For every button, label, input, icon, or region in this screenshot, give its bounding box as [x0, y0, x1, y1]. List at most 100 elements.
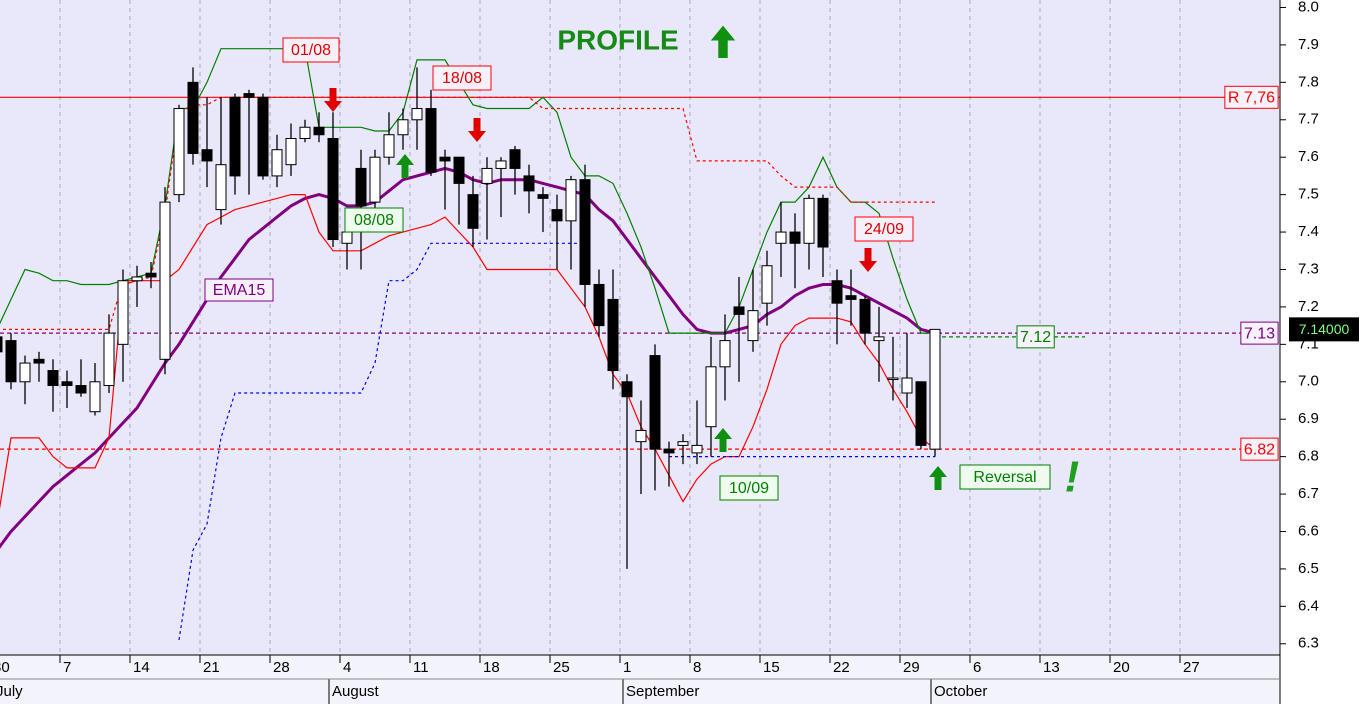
annotation: Reversal — [973, 469, 1036, 486]
level-label: 7.13 — [1244, 325, 1275, 342]
candle-body — [117, 280, 129, 345]
candle-body — [201, 149, 213, 162]
level-label-group: R 7,76 — [1224, 85, 1279, 109]
candle-body — [663, 448, 675, 454]
x-tick-label: 20 — [1113, 659, 1130, 676]
candle-body — [327, 137, 339, 241]
x-tick-label: 25 — [553, 659, 570, 676]
annotation-box — [432, 65, 492, 91]
x-tick-label: 15 — [763, 659, 780, 676]
candle-body — [61, 381, 73, 387]
candle-body — [775, 231, 787, 244]
candle-body — [579, 179, 591, 285]
candle-body — [509, 149, 521, 169]
x-tick-label: 29 — [903, 659, 920, 676]
level-label-box — [1016, 325, 1055, 349]
candle-body — [397, 119, 409, 136]
annotation: 18/08 — [442, 70, 482, 87]
x-tick-label: 13 — [1043, 659, 1060, 676]
chart-title: PROFILE — [557, 24, 678, 55]
y-tick-label: 7.9 — [1298, 36, 1319, 53]
x-tick-label: 21 — [203, 659, 220, 676]
level-label: 7.12 — [1020, 329, 1051, 346]
x-tick-label: 8 — [693, 659, 701, 676]
candle-body — [299, 126, 311, 139]
y-tick-label: 6.8 — [1298, 448, 1319, 465]
candle-body — [565, 179, 577, 222]
candle-body — [89, 381, 101, 413]
level-label-group: 7.13 — [1240, 321, 1279, 345]
annotation-box — [959, 464, 1051, 490]
y-tick-label: 6.3 — [1298, 635, 1319, 652]
candle-body — [187, 81, 199, 154]
candle-body — [607, 298, 619, 372]
y-tick-label: 6.6 — [1298, 522, 1319, 539]
candle-body — [33, 358, 45, 364]
annotation-box — [344, 207, 404, 233]
candle-body — [355, 167, 367, 207]
x-tick-label: 22 — [833, 659, 850, 676]
candle-body — [481, 167, 493, 184]
candle-body — [425, 108, 437, 173]
month-label: July — [0, 683, 23, 700]
candle-body — [551, 209, 563, 222]
candle-body — [719, 340, 731, 368]
candle-body — [873, 336, 885, 342]
x-tick-label: 1 — [623, 659, 631, 676]
candle-body — [817, 197, 829, 248]
candle-body — [369, 156, 381, 203]
arrow-down — [468, 118, 486, 142]
candle-body — [915, 381, 927, 446]
series-label-box — [204, 278, 274, 302]
annotation-box — [719, 475, 779, 501]
candle-body — [901, 377, 913, 394]
series-line — [0, 48, 935, 334]
plot-area — [0, 0, 1280, 655]
arrow-up — [929, 466, 947, 490]
candle-body — [411, 108, 423, 121]
arrow-down — [324, 88, 342, 112]
candle-body — [523, 175, 535, 192]
candle-body — [145, 272, 157, 278]
candle-body — [691, 444, 703, 454]
y-tick-label: 7.4 — [1298, 223, 1319, 240]
series-line — [0, 166, 936, 549]
candle-body — [705, 366, 717, 428]
level-label-group: 7.12 — [1016, 325, 1055, 349]
y-tick-label: 6.7 — [1298, 485, 1319, 502]
arrow-down — [859, 248, 877, 272]
candle-body — [383, 134, 395, 158]
candle-body — [859, 298, 871, 334]
candle-body — [341, 231, 353, 244]
x-tick-label: 28 — [273, 659, 290, 676]
x-tick-label: 18 — [483, 659, 500, 676]
x-tick-label: 27 — [1183, 659, 1200, 676]
series-label: EMA15 — [213, 282, 266, 299]
candle-body — [887, 377, 899, 381]
y-tick-label: 7.8 — [1298, 73, 1319, 90]
candle-body — [789, 231, 801, 244]
annotation-exclamation: ! — [1065, 453, 1080, 502]
candle-body — [649, 355, 661, 450]
candle-body — [467, 194, 479, 229]
candle-body — [929, 328, 941, 450]
candle-body — [19, 362, 31, 383]
y-tick-label: 7.6 — [1298, 148, 1319, 165]
candle-body — [831, 280, 843, 304]
candle-body — [313, 126, 325, 136]
candle-body — [635, 429, 647, 443]
x-tick-label: 4 — [343, 659, 351, 676]
annotation: 10/09 — [729, 480, 769, 497]
series-line — [178, 242, 935, 641]
candle-body — [593, 283, 605, 327]
candle-body — [257, 96, 269, 177]
month-label: August — [332, 683, 380, 700]
candle-body — [453, 156, 465, 184]
level-label: R 7,76 — [1228, 90, 1275, 107]
level-label: 6.82 — [1244, 441, 1275, 458]
x-tick-label: 11 — [413, 659, 429, 676]
y-tick-label: 7.3 — [1298, 260, 1319, 277]
y-tick-label: 6.4 — [1298, 597, 1319, 614]
candle-body — [845, 295, 857, 300]
